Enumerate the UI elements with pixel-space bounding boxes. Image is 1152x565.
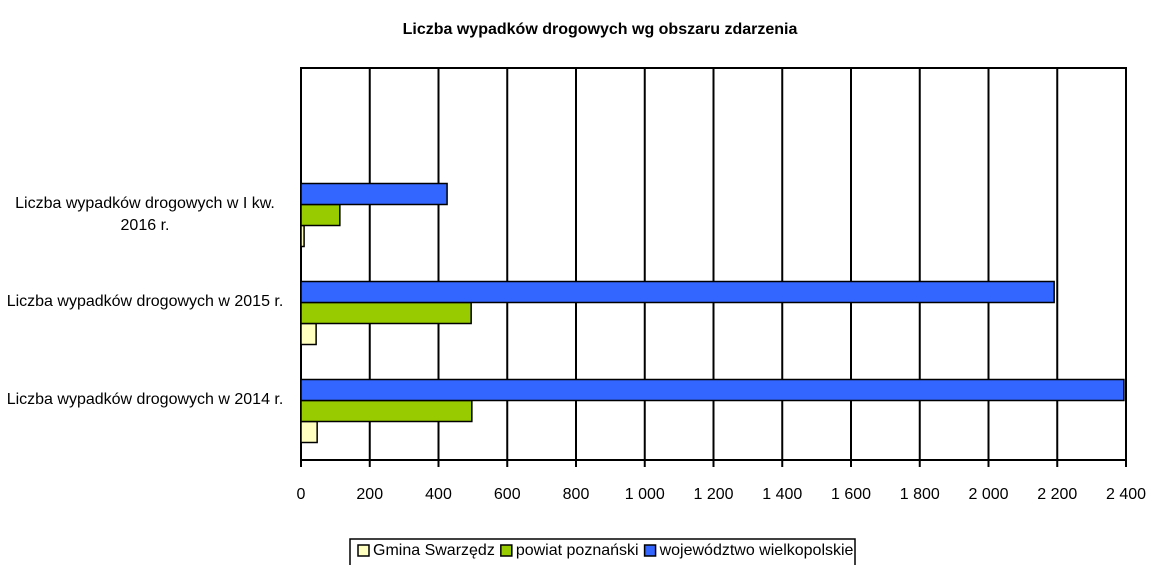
legend-label: Gmina Swarzędz xyxy=(373,542,495,559)
bar xyxy=(300,378,1125,402)
x-tick-label: 1 800 xyxy=(900,486,940,503)
x-tick-label: 2 000 xyxy=(968,486,1008,503)
y-tick-label: Liczba wypadków drogowych w 2014 r. xyxy=(6,391,284,408)
y-tick-label: Liczba wypadków drogowych w 2015 r. xyxy=(6,293,284,310)
plot-frame xyxy=(300,67,1127,461)
bar xyxy=(300,399,473,423)
bar xyxy=(300,182,448,206)
x-tick-label: 1 200 xyxy=(693,486,733,503)
x-tick-label: 2 200 xyxy=(1037,486,1077,503)
bar xyxy=(300,322,317,346)
legend-swatch xyxy=(643,544,657,557)
x-tick-label: 1 600 xyxy=(831,486,871,503)
y-tick-label: Liczba wypadków drogowych w I kw. 2016 r… xyxy=(15,195,275,234)
x-tick-label: 2 400 xyxy=(1106,486,1146,503)
x-tick-label: 800 xyxy=(563,486,590,503)
x-tick-label: 1 000 xyxy=(625,486,665,503)
legend-label: powiat poznański xyxy=(516,542,639,559)
bar xyxy=(300,420,318,444)
x-tick-label: 1 400 xyxy=(762,486,802,503)
bar xyxy=(300,203,341,227)
legend-swatch xyxy=(357,544,370,557)
chart-title: Liczba wypadków drogowych wg obszaru zda… xyxy=(403,21,798,38)
x-tick-label: 200 xyxy=(356,486,383,503)
x-tick-label: 600 xyxy=(494,486,521,503)
legend-box xyxy=(349,538,856,565)
x-tick-label: 400 xyxy=(425,486,452,503)
bar xyxy=(300,224,305,248)
legend-label: województwo wielkopolskie xyxy=(659,542,854,559)
bar xyxy=(300,280,1055,304)
bar xyxy=(300,301,472,325)
legend-swatch xyxy=(500,544,513,557)
x-tick-label: 0 xyxy=(297,486,306,503)
